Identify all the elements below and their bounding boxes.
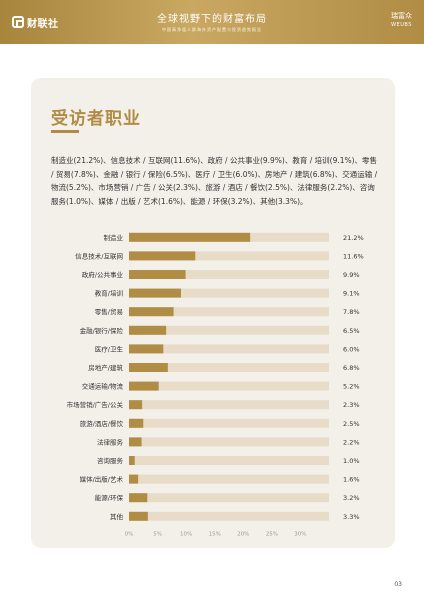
bar-track	[129, 456, 329, 465]
value-label: 1.6%	[343, 476, 360, 484]
category-label: 教育/培训	[95, 289, 123, 298]
bar	[129, 307, 174, 317]
bar	[129, 381, 159, 391]
report-header: 财联社 全球视野下的财富布局 中国高净值人群海外资产配置与投资趋势报告 瑞富众 …	[0, 0, 424, 44]
bar	[129, 511, 148, 521]
bar-track	[129, 400, 329, 410]
value-label: 7.8%	[343, 308, 360, 316]
category-label: 金融/银行/保险	[80, 326, 124, 335]
bar-track	[129, 418, 329, 428]
value-label: 5.2%	[343, 383, 360, 391]
bar	[129, 232, 251, 242]
bar-track	[129, 344, 329, 354]
bar	[129, 288, 181, 298]
value-label: 9.1%	[343, 290, 360, 298]
value-label: 2.2%	[343, 438, 360, 446]
value-label: 6.0%	[343, 345, 360, 353]
bar-track	[129, 251, 329, 261]
logo-text: 财联社	[27, 18, 59, 30]
section-title: 受访者职业	[51, 109, 141, 129]
occupation-bar-chart: 制造业 21.2% 信息技术/互联网 11.6% 政府/公共事业 9.9% 教育/培训 9.1…	[67, 232, 364, 538]
bar-track	[129, 363, 329, 372]
category-label: 其他	[110, 512, 124, 521]
bar	[129, 251, 196, 261]
title-underline	[51, 130, 79, 133]
category-label: 零售/贸易	[95, 307, 123, 316]
category-label: 信息技术/互联网	[75, 251, 123, 260]
page-number: 03	[394, 581, 402, 588]
bar	[129, 325, 167, 335]
report-subtitle: 中国高净值人群海外资产配置与投资趋势报告	[162, 27, 262, 32]
partner-brand: 瑞富众 WEUBS	[391, 12, 412, 30]
report-title: 全球视野下的财富布局	[157, 14, 267, 25]
x-tick-label: 0%	[125, 532, 134, 538]
bar-track	[129, 493, 329, 503]
bar	[129, 474, 139, 484]
bar-track	[129, 288, 329, 298]
bar-track	[129, 437, 329, 447]
bar	[129, 418, 144, 428]
x-tick-label: 25%	[266, 532, 278, 538]
category-label: 制造业	[104, 233, 124, 242]
section-description: 制造业(21.2%)、信息技术 / 互联网(11.6%)、政府 / 公共事业(9…	[51, 156, 378, 206]
bar-track	[129, 511, 329, 521]
value-label: 3.3%	[343, 513, 360, 521]
logo-c-icon	[12, 16, 24, 28]
value-label: 6.8%	[343, 364, 360, 372]
x-tick-label: 5%	[153, 532, 162, 538]
value-label: 21.2%	[343, 234, 364, 242]
value-label: 2.3%	[343, 401, 360, 409]
bar	[129, 270, 186, 279]
bar-track	[129, 474, 329, 484]
category-label: 交通运输/物流	[82, 382, 124, 391]
category-label: 咨询服务	[97, 456, 124, 465]
x-tick-label: 10%	[180, 532, 192, 538]
category-label: 旅游/酒店/餐饮	[80, 419, 124, 428]
bar	[129, 456, 135, 465]
category-label: 政府/公共事业	[82, 270, 124, 279]
bar	[129, 437, 142, 447]
bar-track	[129, 381, 329, 391]
x-tick-label: 20%	[237, 532, 249, 538]
value-label: 11.6%	[343, 252, 364, 260]
value-label: 1.0%	[343, 457, 360, 465]
value-label: 6.5%	[343, 327, 360, 335]
bar	[129, 363, 168, 372]
bar-track	[129, 307, 329, 317]
category-label: 市场营销/广告/公关	[67, 400, 124, 409]
category-label: 医疗/卫生	[95, 344, 124, 353]
bar	[129, 400, 143, 410]
category-label: 法律服务	[97, 437, 124, 446]
partner-brand-en: WEUBS	[391, 22, 412, 28]
x-tick-label: 30%	[294, 532, 306, 538]
content-card: 受访者职业 制造业(21.2%)、信息技术 / 互联网(11.6%)、政府 / …	[31, 78, 395, 548]
value-label: 3.2%	[343, 494, 360, 502]
x-tick-label: 15%	[209, 532, 221, 538]
bar-track	[129, 325, 329, 335]
category-label: 房地产/建筑	[88, 363, 123, 372]
partner-brand-cn: 瑞富众	[391, 12, 412, 20]
category-label: 媒体/出版/艺术	[80, 475, 124, 484]
bar	[129, 493, 148, 503]
brand-logo: 财联社	[12, 14, 59, 30]
category-label: 能源/环保	[95, 493, 124, 502]
value-label: 9.9%	[343, 271, 360, 279]
bar	[129, 344, 164, 354]
value-label: 2.5%	[343, 420, 360, 428]
bar-track	[129, 270, 329, 279]
